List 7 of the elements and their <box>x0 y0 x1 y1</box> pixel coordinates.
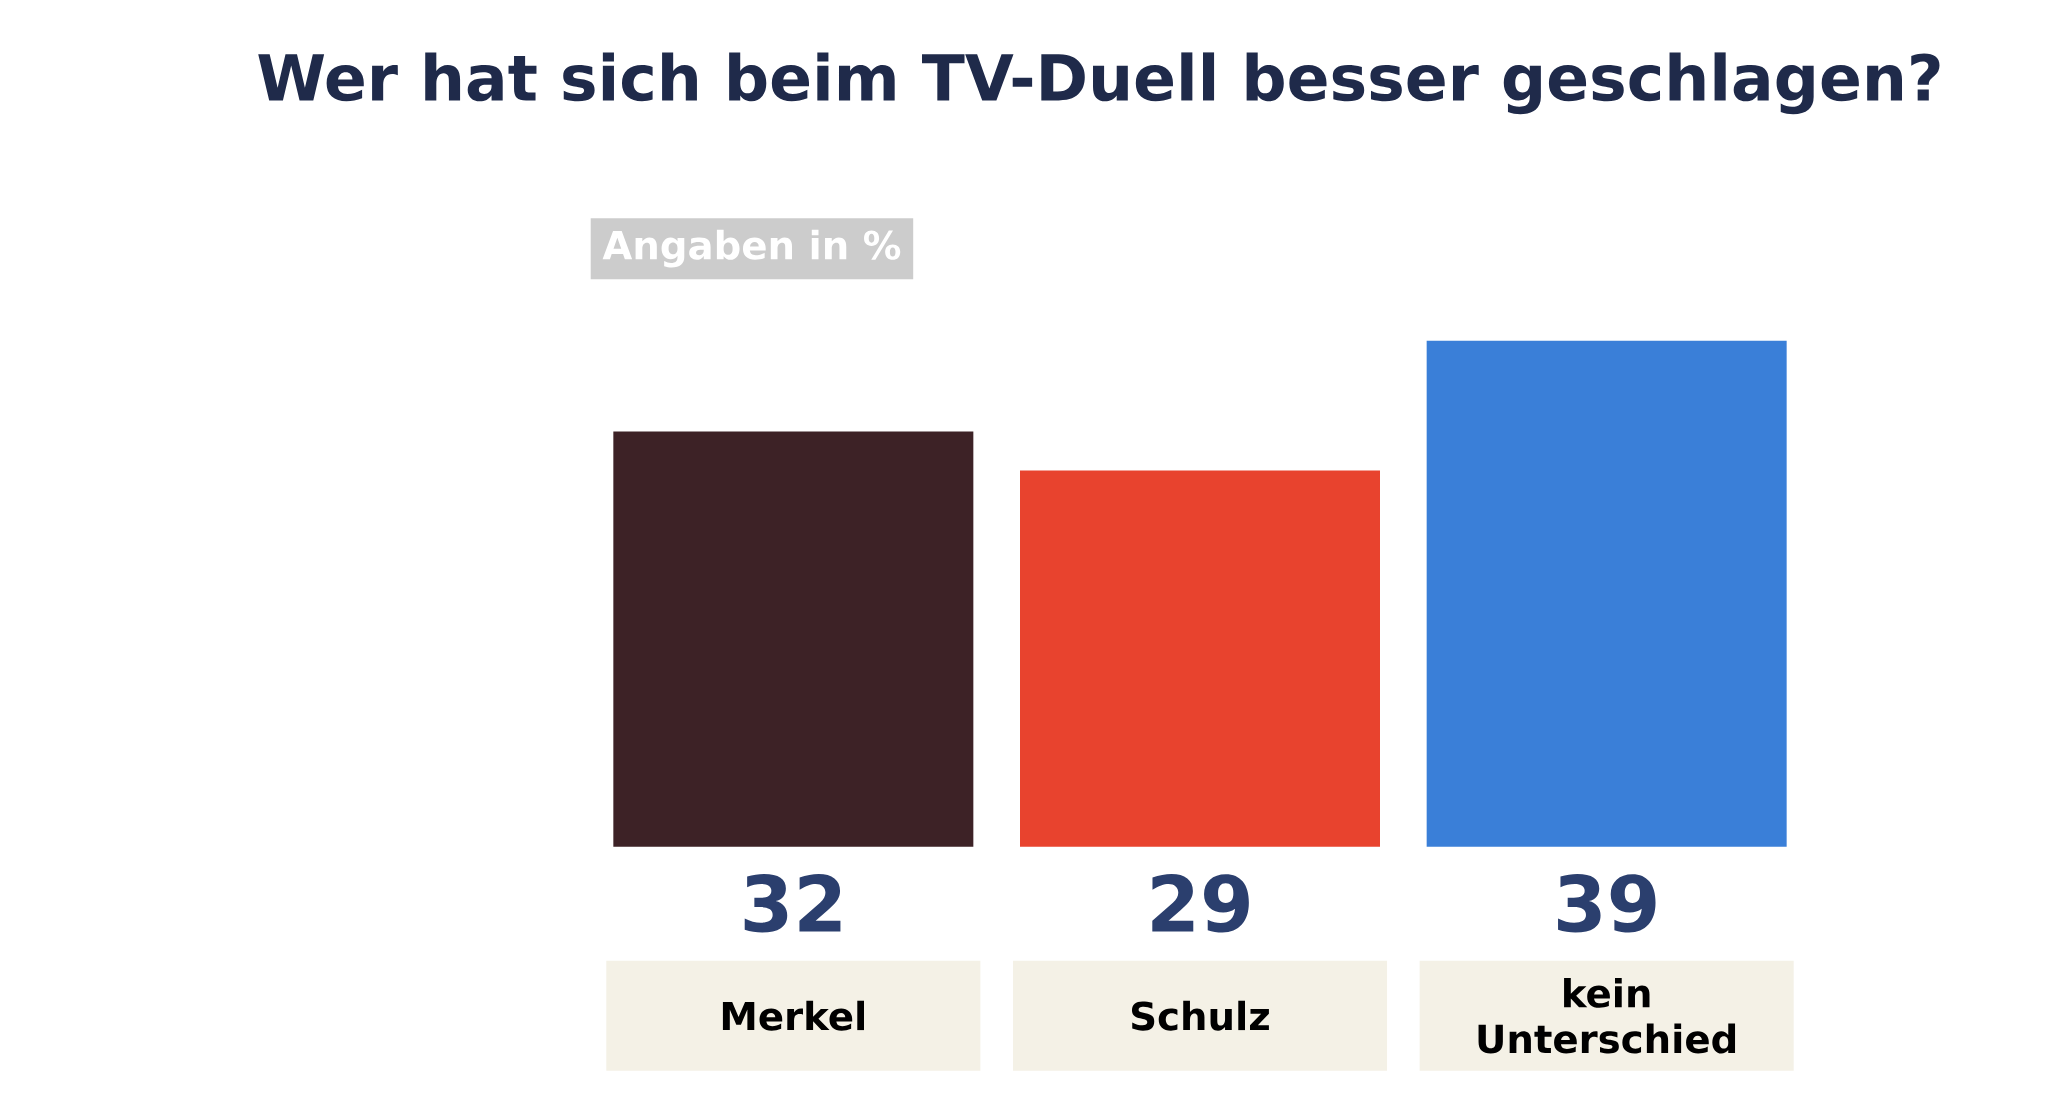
x-tick-label: Schulz <box>1131 1000 1269 1031</box>
data-label: 39 <box>1558 874 1656 933</box>
x-tick-label: kein Unterschied <box>1478 977 1736 1054</box>
data-label: 32 <box>744 874 841 933</box>
data-label: 29 <box>1152 874 1249 933</box>
x-tick-label: Merkel <box>722 1000 865 1031</box>
chart-title: Wer hat sich beim TV-Duell besser geschlagen? <box>258 52 1940 115</box>
